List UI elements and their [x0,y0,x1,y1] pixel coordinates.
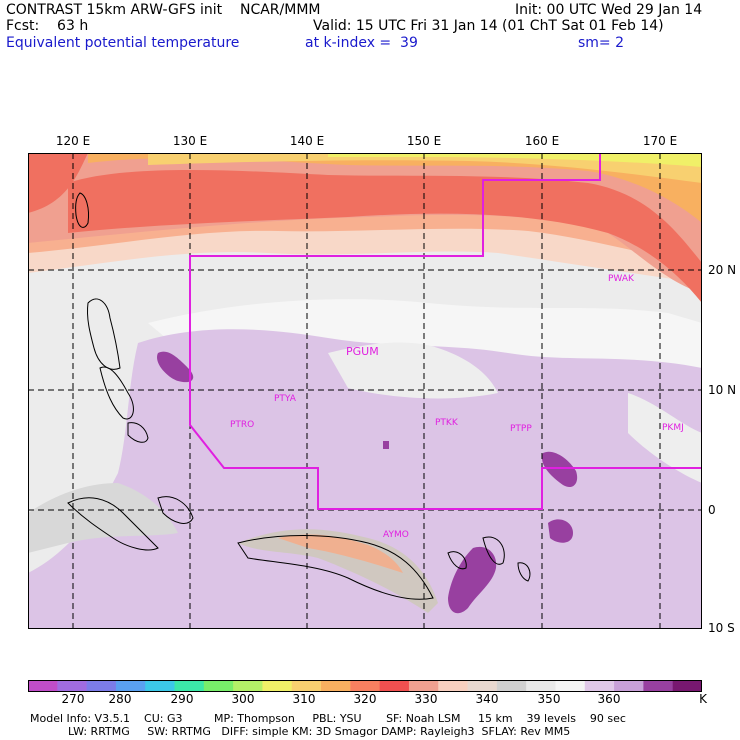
map-plot: PGUM PTYA PTRO PTKK PTPP PKMJ PWAK AYMO [28,153,702,629]
colorbar-swatch [467,680,498,692]
colorbar-swatch [614,680,644,692]
colorbar-swatch [28,680,58,692]
plot-title: CONTRAST 15km ARW-GFS init NCAR/MMM [6,2,321,18]
colorbar-swatch [115,680,146,692]
level-info: at k-index = 39 [305,35,418,51]
colorbar-swatch [291,680,322,692]
forecast-hour: Fcst: 63 h [6,18,89,34]
colorbar-swatch [57,680,88,692]
colorbar-swatch [262,680,293,692]
colorbar-swatch [438,680,469,692]
colorbar-label-320: 320 [353,692,377,706]
colorbar-swatch [350,680,381,692]
lon-label-140e: 140 E [289,134,325,148]
colorbar-label-340: 340 [475,692,499,706]
station-labels: PGUM PTYA PTRO PTKK PTPP PKMJ PWAK AYMO [230,274,684,540]
station-ptpp: PTPP [510,424,532,434]
colorbar-label-270: 270 [61,692,85,706]
colorbar-swatch [526,680,556,692]
colorbar-label-360: 360 [597,692,621,706]
lon-label-160e: 160 E [524,134,560,148]
station-ptya: PTYA [274,394,297,404]
colorbar-swatch [379,680,410,692]
colorbar-unit: K [699,692,707,706]
colorbar-swatch [321,680,351,692]
colorbar-label-330: 330 [414,692,438,706]
lat-label-eq: 0 [708,503,716,517]
colorbar-swatch [555,680,586,692]
graticule [28,153,702,629]
map-frame [28,153,702,629]
colorbar-swatch [584,680,615,692]
lon-label-150e: 150 E [406,134,442,148]
colorbar-swatch [672,680,702,692]
colorbar-label-310: 310 [292,692,316,706]
lon-label-170e: 170 E [642,134,678,148]
lat-label-10n: 10 N [708,383,737,397]
colorbar-frame [28,680,702,692]
station-aymo: AYMO [383,530,409,540]
colorbar-swatch [145,680,176,692]
station-ptkk: PTKK [435,418,459,428]
station-pkmj: PKMJ [662,423,684,433]
colorbar-label-280: 280 [108,692,132,706]
field-name: Equivalent potential temperature [6,35,240,51]
colorbar-swatch [643,680,674,692]
colorbar-label-300: 300 [231,692,255,706]
lat-label-10s: 10 S [708,621,735,635]
valid-time: Valid: 15 UTC Fri 31 Jan 14 (01 ChT Sat … [313,18,664,34]
theta-e-field [28,153,702,629]
domain-boundary [189,153,702,510]
colorbar-swatch [496,680,527,692]
smoothing-info: sm= 2 [578,35,625,51]
station-pwak: PWAK [608,274,635,284]
colorbar-swatch [86,680,117,692]
station-ptro: PTRO [230,420,254,430]
station-pgum: PGUM [346,345,379,358]
colorbar-swatch [174,680,205,692]
lon-label-130e: 130 E [172,134,208,148]
colorbar-swatch [203,680,234,692]
colorbar [28,680,702,692]
lon-label-120e: 120 E [55,134,91,148]
colorbar-swatch [233,680,263,692]
colorbar-swatch [408,680,439,692]
init-time: Init: 00 UTC Wed 29 Jan 14 [515,2,703,18]
model-info-line1: Model Info: V3.5.1 CU: G3 MP: Thompson P… [30,712,626,725]
coastlines [67,192,531,600]
colorbar-label-290: 290 [170,692,194,706]
colorbar-label-350: 350 [537,692,561,706]
lat-label-20n: 20 N [708,263,737,277]
model-info-line2: LW: RRTMG SW: RRTMG DIFF: simple KM: 3D … [68,725,571,738]
